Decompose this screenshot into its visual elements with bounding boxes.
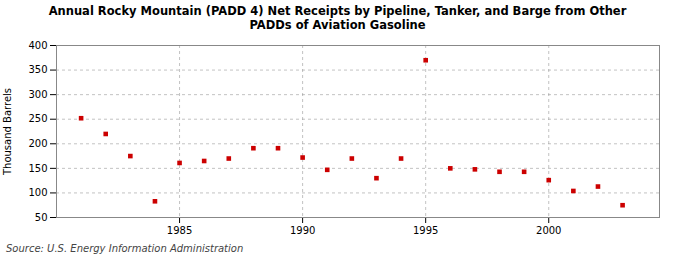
svg-text:400: 400: [28, 39, 47, 50]
html-text:Annual Rocky Mountain (PADD 4): Annual Rocky Mountain (PADD 4) Net Recei…: [48, 4, 627, 33]
svg-text:100: 100: [28, 187, 47, 198]
svg-text:200: 200: [28, 138, 47, 149]
svg-text:1985: 1985: [167, 224, 192, 235]
svg-text:250: 250: [28, 113, 47, 124]
svg-text:1990: 1990: [290, 224, 315, 235]
svg-text:150: 150: [28, 162, 47, 173]
svg-text:1995: 1995: [413, 224, 438, 235]
html-text:Source: U.S. Energy Informatio: Source: U.S. Energy Information Administ…: [6, 242, 244, 254]
svg-text:Thousand Barrels: Thousand Barrels: [2, 88, 13, 176]
svg-text:350: 350: [28, 64, 47, 75]
svg-text:2000: 2000: [536, 224, 561, 235]
svg-text:50: 50: [35, 211, 48, 222]
svg-text:300: 300: [28, 89, 47, 100]
